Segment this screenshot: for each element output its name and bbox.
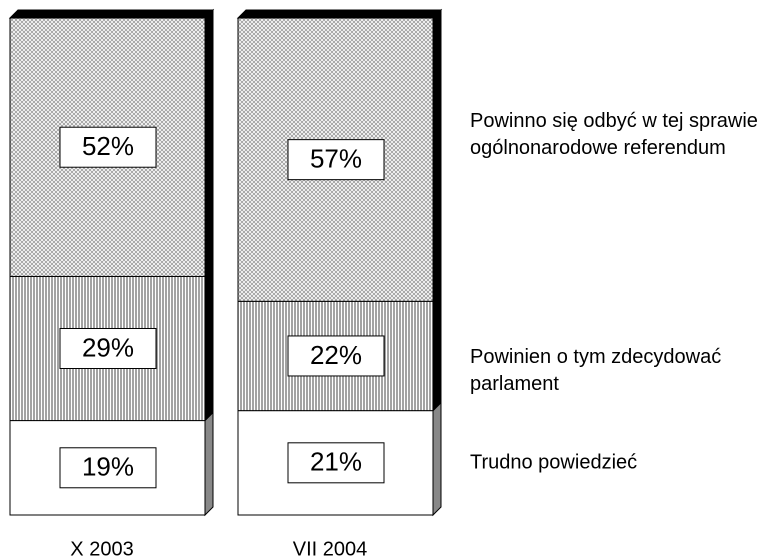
legend-entry: Trudno powiedzieć: [470, 451, 638, 474]
label-box: [287, 335, 385, 377]
legend-entry: Powinno się odbyć w tej sprawie ogólnona…: [470, 109, 758, 159]
bar-side: [432, 401, 442, 517]
label-box: [287, 442, 385, 484]
bar-top: [236, 9, 443, 19]
bar-side: [432, 8, 442, 303]
value-label: 57%: [310, 144, 362, 174]
label-box: [287, 139, 385, 181]
bar-segment: [237, 410, 434, 516]
x-tick-label: VII 2004: [293, 538, 368, 560]
legend-entry: Powinien o tym zdecydować parlament: [470, 345, 722, 395]
value-label: 22%: [310, 340, 362, 370]
value-label: 52%: [82, 131, 134, 161]
value-label: 19%: [82, 452, 134, 482]
label-box: [59, 447, 157, 489]
x-tick-label: X 2003: [70, 538, 133, 560]
bar-side: [204, 411, 214, 517]
value-label: 29%: [82, 332, 134, 362]
bar-side: [432, 292, 442, 412]
label-box: [59, 126, 157, 168]
bar-side: [204, 267, 214, 422]
bar-top: [8, 9, 215, 19]
value-label: 21%: [310, 447, 362, 477]
bar-side: [204, 8, 214, 278]
label-box: [59, 328, 157, 370]
